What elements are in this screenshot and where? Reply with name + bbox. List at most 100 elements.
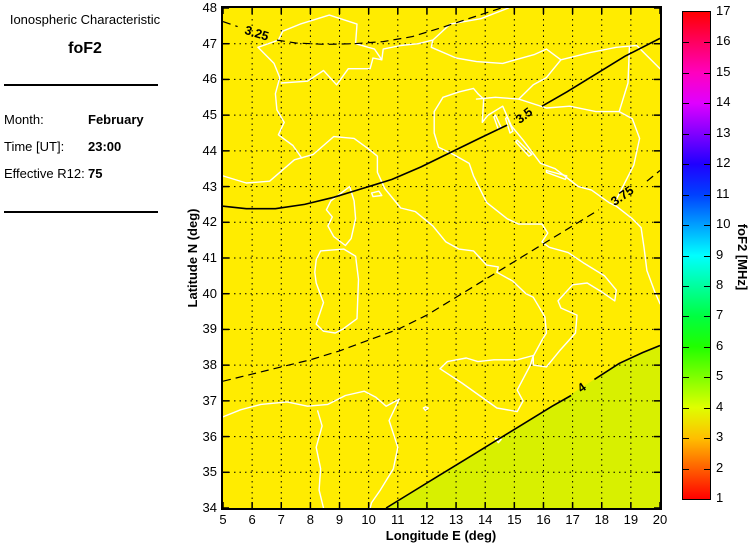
colorbar-tick-2 (683, 468, 689, 470)
croatian-island-hvar (545, 169, 568, 181)
x-tick-label-20: 20 (652, 512, 668, 527)
x-tick-label-12: 12 (419, 512, 435, 527)
croatian-island-pag (515, 139, 533, 157)
month-row: Month: February (4, 112, 194, 128)
colorbar-tick-label-4: 4 (716, 398, 724, 414)
colorbar-tick-label-17: 17 (716, 3, 731, 18)
x-tick-label-19: 19 (623, 512, 639, 527)
x-tick-label-18: 18 (594, 512, 609, 527)
y-tick-label-34: 34 (202, 500, 217, 515)
y-tick-label-40: 40 (202, 285, 217, 301)
x-tick-label-11: 11 (391, 512, 405, 527)
x-tick-label-10: 10 (361, 512, 376, 527)
characteristic-title: Ionospheric Characteristic (9, 12, 161, 27)
colorbar-tick-label-12: 12 (716, 155, 731, 171)
contour-3.75-seg1 (646, 170, 660, 182)
x-tick-label-17: 17 (565, 512, 580, 527)
colorbar-tick-label-1: 1 (716, 490, 724, 505)
colorbar-tick-r-8 (704, 285, 710, 287)
colorbar-tick-r-14 (704, 103, 710, 105)
colorbar-tick-label-16: 16 (716, 33, 731, 49)
x-tick-label-16: 16 (536, 512, 551, 527)
contour-3.5-seg1 (541, 37, 660, 107)
croatian-island-rab (504, 116, 514, 134)
colorbar-tick-label-7: 7 (716, 307, 724, 323)
colorbar-tick-r-3 (704, 438, 710, 440)
colorbar-tick-label-15: 15 (716, 63, 731, 79)
contour-3.25-seg1 (276, 8, 502, 46)
y-tick-label-47: 47 (202, 35, 217, 51)
y-tick-label-35: 35 (202, 464, 217, 480)
contour-4-seg0 (385, 394, 572, 508)
y-tick-label-36: 36 (202, 428, 217, 444)
month-value: February (88, 112, 144, 127)
info-panel: Ionospheric Characteristic foF2 Month: F… (0, 0, 200, 551)
r12-row: Effective R12: 75 (4, 166, 194, 182)
border-swiss-italy (280, 57, 383, 86)
band-3.5-4 (223, 8, 660, 508)
r12-value: 75 (88, 166, 103, 181)
x-tick-label-7: 7 (277, 512, 285, 527)
colorbar-tick-r-6 (704, 346, 710, 348)
colorbar-tick-label-11: 11 (716, 185, 730, 201)
x-axis-label: Longitude E (deg) (385, 528, 497, 543)
colorbar-tick-r-5 (704, 377, 710, 379)
time-row: Time [UT]: 23:00 (4, 139, 194, 155)
colorbar-tick-16 (683, 42, 689, 44)
colorbar-tick-11 (683, 194, 689, 196)
y-tick-label-43: 43 (202, 178, 217, 194)
colorbar-tick-r-16 (704, 42, 710, 44)
y-tick-label-45: 45 (202, 107, 217, 123)
africa-coast (223, 390, 401, 508)
colorbar-tick-label-8: 8 (716, 276, 724, 292)
colorbar-tick-label-6: 6 (716, 337, 724, 353)
y-tick-label-39: 39 (202, 321, 217, 337)
contour-3.25-seg0 (223, 21, 238, 28)
colorbar (682, 11, 711, 500)
balkan-coast (477, 92, 660, 305)
border-alps-north (257, 8, 510, 61)
divider-bottom (4, 211, 158, 213)
time-label: Time [UT]: (4, 139, 65, 154)
sicily-coast (439, 354, 534, 413)
y-tick-label-44: 44 (202, 142, 217, 158)
time-value: 23:00 (88, 139, 122, 154)
y-tick-label-48: 48 (202, 0, 217, 15)
r12-label: Effective R12: (4, 166, 85, 181)
pantelleria-island (422, 406, 430, 412)
colorbar-tick-10 (683, 225, 689, 227)
corsica-coast (325, 185, 357, 247)
colorbar-tick-15 (683, 72, 689, 74)
colorbar-tick-r-10 (704, 225, 710, 227)
colorbar-tick-label-9: 9 (716, 246, 724, 262)
x-tick-label-9: 9 (335, 512, 344, 527)
colorbar-tick-r-2 (704, 468, 710, 470)
colorbar-tick-r-4 (704, 407, 710, 409)
border-austria-east (430, 39, 660, 70)
contour-3.75-seg0 (223, 209, 600, 382)
colorbar-tick-label-3: 3 (716, 429, 724, 445)
colorbar-tick-6 (683, 346, 689, 348)
border-france-italy (257, 46, 303, 159)
border-hungary-serbia (618, 46, 631, 113)
x-tick-label-13: 13 (448, 512, 464, 527)
divider-top (4, 84, 158, 86)
colorbar-tick-label-5: 5 (716, 368, 724, 384)
colorbar-tick-label-14: 14 (716, 94, 731, 110)
colorbar-tick-5 (683, 377, 689, 379)
contour-map-plot: 3.25 3.5 3.75 4 (221, 6, 662, 510)
colorbar-tick-13 (683, 133, 689, 135)
sardinia-coast (314, 248, 360, 334)
y-tick-label-37: 37 (202, 392, 217, 408)
y-tick-label-38: 38 (202, 357, 217, 373)
colorbar-tick-r-15 (704, 72, 710, 74)
contour-map-svg: 3.253.53.754 (223, 8, 660, 508)
colorbar-tick-label-13: 13 (716, 124, 731, 140)
colorbar-tick-r-9 (704, 255, 710, 257)
colorbar-tick-9 (683, 255, 689, 257)
y-tick-label-46: 46 (202, 71, 217, 87)
colorbar-tick-3 (683, 438, 689, 440)
colorbar-tick-label-10: 10 (716, 216, 731, 232)
x-tick-label-14: 14 (477, 512, 493, 527)
x-tick-label-15: 15 (507, 512, 522, 527)
